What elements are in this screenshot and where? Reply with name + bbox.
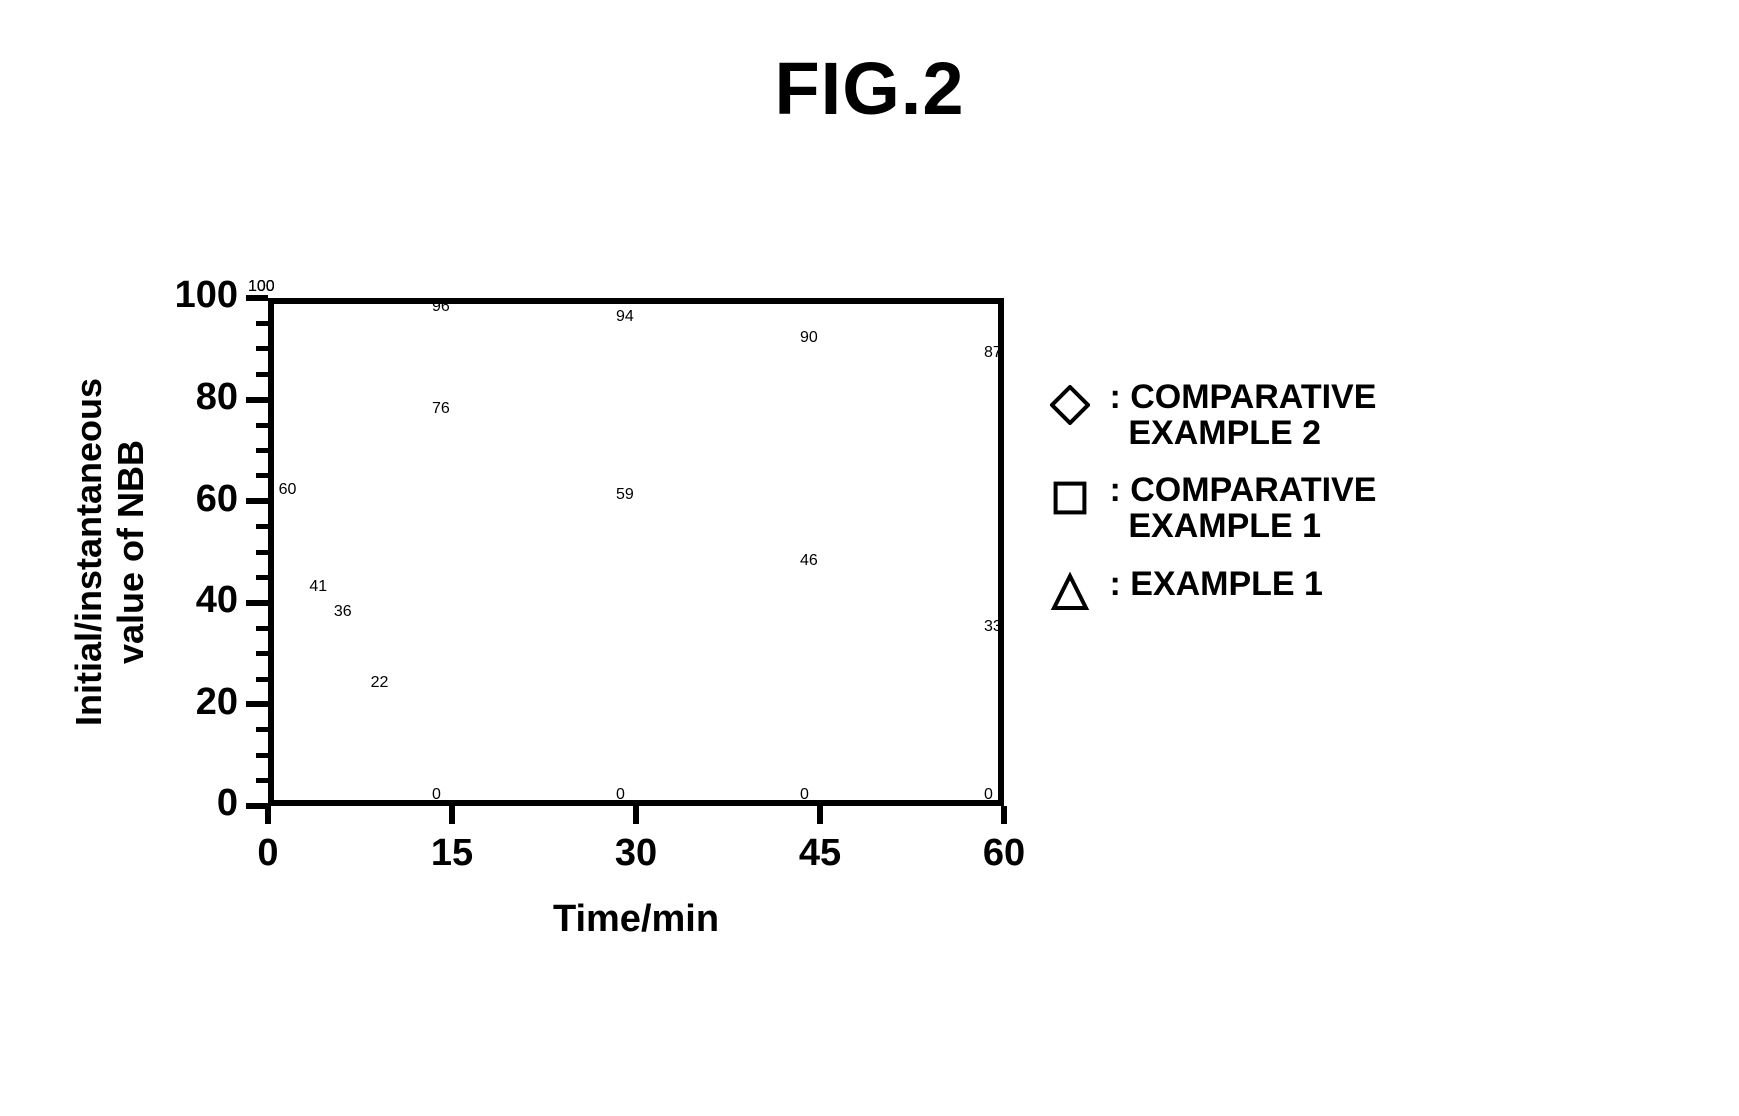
- legend-label: : EXAMPLE 1: [1100, 567, 1323, 603]
- y-tick-label: 60: [148, 478, 238, 521]
- data-marker: 76: [432, 400, 472, 440]
- y-minor-tick: [256, 677, 268, 682]
- data-marker: 59: [616, 486, 656, 526]
- y-minor-tick: [256, 651, 268, 656]
- data-marker: 0: [616, 786, 656, 826]
- x-tick-label: 30: [596, 832, 676, 875]
- triangle-icon: [1040, 567, 1100, 617]
- y-minor-tick: [256, 473, 268, 478]
- x-tick-label: 45: [780, 832, 860, 875]
- data-marker: 22: [371, 674, 411, 714]
- legend-row: : COMPARATIVE EXAMPLE 2: [1040, 380, 1376, 451]
- y-tick-label: 80: [148, 376, 238, 419]
- data-marker: 0: [800, 786, 840, 826]
- y-major-tick: [246, 397, 268, 403]
- legend-row: : COMPARATIVE EXAMPLE 1: [1040, 473, 1376, 544]
- x-tick-label: 60: [964, 832, 1044, 875]
- data-marker: 94: [616, 308, 656, 348]
- x-major-tick: [265, 806, 271, 824]
- legend-label: : COMPARATIVE EXAMPLE 2: [1100, 380, 1376, 451]
- legend-label: : COMPARATIVE EXAMPLE 1: [1100, 473, 1376, 544]
- y-minor-tick: [256, 753, 268, 758]
- y-minor-tick: [256, 448, 268, 453]
- y-tick-label: 100: [148, 274, 238, 317]
- y-major-tick: [246, 701, 268, 707]
- data-marker: 0: [984, 786, 1024, 826]
- y-tick-label: 20: [148, 681, 238, 724]
- y-major-tick: [246, 600, 268, 606]
- y-minor-tick: [256, 372, 268, 377]
- y-minor-tick: [256, 727, 268, 732]
- legend: : COMPARATIVE EXAMPLE 2 : COMPARATIVE EX…: [1040, 380, 1376, 639]
- data-marker: 36: [334, 603, 374, 643]
- data-marker: 33: [984, 618, 1024, 658]
- y-tick-label: 0: [148, 782, 238, 825]
- plot-frame: [268, 298, 1004, 806]
- data-marker: 46: [800, 552, 840, 592]
- data-marker: 90: [800, 329, 840, 369]
- data-marker: 100: [248, 278, 288, 318]
- x-tick-label: 0: [228, 832, 308, 875]
- y-axis-label: Initial/instantaneous value of NBB: [68, 332, 152, 772]
- y-minor-tick: [256, 575, 268, 580]
- figure-title: FIG.2: [0, 46, 1739, 131]
- y-minor-tick: [256, 778, 268, 783]
- square-icon: [1040, 473, 1100, 523]
- y-major-tick: [246, 498, 268, 504]
- y-minor-tick: [256, 346, 268, 351]
- y-minor-tick: [256, 626, 268, 631]
- x-axis-label: Time/min: [486, 898, 786, 941]
- diamond-icon: [1040, 380, 1100, 430]
- data-marker: 87: [984, 344, 1024, 384]
- y-minor-tick: [256, 321, 268, 326]
- y-minor-tick: [256, 550, 268, 555]
- legend-row: : EXAMPLE 1: [1040, 567, 1376, 617]
- y-minor-tick: [256, 423, 268, 428]
- data-marker: 60: [279, 481, 319, 521]
- x-tick-label: 15: [412, 832, 492, 875]
- y-minor-tick: [256, 524, 268, 529]
- data-marker: 96: [432, 298, 472, 338]
- data-marker: 0: [432, 786, 472, 826]
- y-tick-label: 40: [148, 579, 238, 622]
